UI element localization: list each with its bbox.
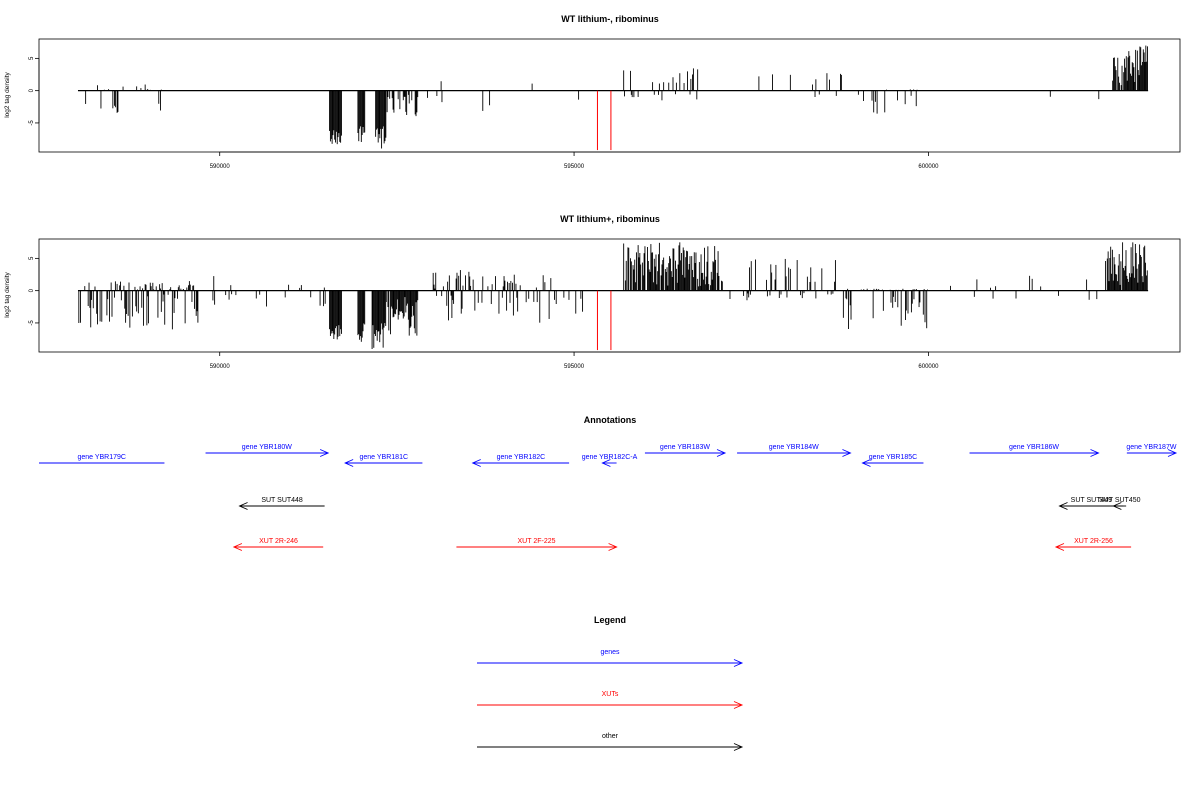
arrow-head [861,459,871,467]
annotation-feature: gene YBR180W [205,444,330,457]
feature-label: gene YBR181C [360,454,409,461]
feature-label: gene YBR182C-A [582,454,638,461]
annotations-title: Annotations [584,415,637,425]
feature-label: XUT 2R-246 [259,538,298,545]
arrow-head [842,449,852,457]
x-tick-label: 595000 [564,364,585,370]
y-tick-label: 5 [29,56,35,60]
legend-title: Legend [594,615,626,625]
legend-item: genes [477,649,744,667]
arrow-head [1167,449,1178,457]
feature-label: SUT SUT449 [1071,497,1113,504]
annotation-feature: gene YBR187W [1126,444,1178,457]
arrow-head [601,459,611,467]
panel-title: WT lithium+, ribominus [560,214,660,224]
arrow-head [716,449,727,457]
arrow-head [319,449,330,457]
panel-title: WT lithium-, ribominus [561,14,659,24]
annotation-feature: SUT SUT450 [1099,497,1141,510]
legend-items: genes XUTs other [477,649,744,751]
annotation-feature: gene YBR185C [861,454,924,467]
annotation-feature: gene YBR181C [344,454,423,467]
feature-label: gene YBR182C [497,454,546,461]
arrow-head [1112,502,1122,510]
bar-series [77,242,1149,350]
y-tick-label: 0 [29,288,35,292]
y-tick-label: -5 [29,120,35,126]
x-tick-label: 590000 [210,364,231,370]
y-axis-label: log2 tag density [4,271,11,317]
track-panel-lithium-minus: WT lithium-, ribominus log2 tag density … [4,14,1181,170]
y-axis: 5 0 -5 [29,56,40,126]
feature-label: SUT SUT448 [261,497,303,504]
annotation-feature: gene YBR182C-A [582,454,638,467]
legend: Legend genes XUTs other [477,615,744,751]
legend-label: XUTs [602,691,619,698]
x-tick-label: 590000 [210,164,231,170]
arrow-head [1054,543,1065,551]
arrow-head [733,659,744,667]
arrow-head [344,459,354,467]
x-tick-label: 595000 [564,164,585,170]
feature-label: SUT SUT450 [1099,497,1141,504]
annotation-feature: SUT SUT448 [238,497,325,510]
feature-label: XUT 2F-225 [518,538,556,545]
feature-label: gene YBR187W [1126,444,1176,451]
annotation-feature: gene YBR186W [969,444,1100,457]
annotation-feature: XUT 2R-246 [232,538,324,551]
x-axis: 590000 595000 600000 [210,151,939,170]
feature-label: gene YBR180W [242,444,292,451]
feature-label: gene YBR179C [77,454,126,461]
y-axis-label: log2 tag density [4,71,11,117]
arrow-head [471,459,481,467]
annotation-feature: gene YBR179C [39,454,165,464]
y-tick-label: 5 [29,256,35,260]
marker-lines [596,290,612,351]
feature-label: gene YBR183W [660,444,710,451]
annotation-feature: gene YBR184W [737,444,852,457]
bar-series [77,45,1149,149]
legend-label: other [602,733,619,740]
feature-label: gene YBR186W [1009,444,1059,451]
annotation-feature: gene YBR182C [471,454,570,467]
x-tick-label: 600000 [918,164,939,170]
annotation-features: gene YBR179C gene YBR180W gene YBR181C gene… [39,444,1178,551]
arrow-head [733,701,744,709]
arrow-head [1058,502,1068,510]
arrow-head [608,543,618,551]
y-tick-label: 0 [29,88,35,92]
annotation-feature: XUT 2R-256 [1054,538,1132,551]
arrow-head [232,543,243,551]
legend-item: XUTs [477,691,744,709]
marker-lines [596,90,612,151]
arrow-head [1090,449,1100,457]
x-axis: 590000 595000 600000 [210,351,939,370]
legend-item: other [477,733,744,751]
legend-label: genes [600,649,620,656]
feature-label: gene YBR185C [869,454,918,461]
track-panel-lithium-plus: WT lithium+, ribominus log2 tag density … [4,214,1181,370]
feature-label: XUT 2R-256 [1074,538,1113,545]
y-tick-label: -5 [29,320,35,326]
y-axis: 5 0 -5 [29,256,40,326]
arrow-head [733,743,744,751]
annotation-feature: gene YBR183W [644,444,727,457]
feature-label: gene YBR184W [769,444,819,451]
annotation-feature: XUT 2F-225 [456,538,618,551]
x-tick-label: 600000 [918,364,939,370]
arrow-head [238,502,248,510]
